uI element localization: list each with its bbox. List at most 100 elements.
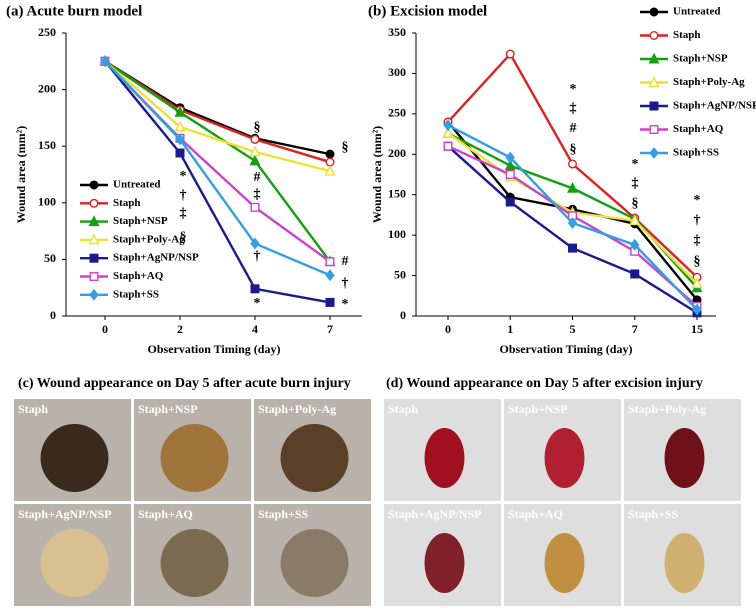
marker — [443, 141, 453, 151]
x-axis-title: Observation Timing (day) — [148, 342, 281, 356]
marker — [325, 269, 335, 282]
marker — [175, 148, 185, 158]
marker — [324, 164, 336, 176]
significance-mark: # — [342, 254, 349, 269]
marker — [175, 133, 185, 146]
x-tick-label: 1 — [507, 322, 513, 336]
significance-mark: § — [180, 230, 187, 245]
x-tick-label: 7 — [632, 322, 638, 336]
chart-title: (a) Acute burn model — [6, 3, 142, 19]
chart-title: (b) Excision model — [368, 3, 487, 19]
wound — [664, 428, 705, 488]
marker — [567, 181, 578, 193]
marker — [249, 154, 261, 166]
panel-title: (d) Wound appearance on Day 5 after exci… — [386, 376, 703, 391]
series-line — [104, 60, 331, 304]
legend-label: Staph+NSP — [673, 53, 728, 65]
marker — [567, 217, 578, 229]
wound — [280, 424, 349, 492]
wound — [544, 428, 585, 488]
y-tick-label: 250 — [38, 25, 56, 39]
marker — [250, 284, 260, 294]
legend-label: Staph+AgNP/NSP — [673, 100, 756, 112]
marker — [630, 269, 640, 279]
significance-mark: † — [254, 249, 261, 264]
marker — [325, 257, 335, 267]
y-tick-label: 150 — [38, 138, 56, 152]
legend-marker — [89, 288, 99, 301]
x-axis-title: Observation Timing (day) — [500, 342, 633, 356]
marker — [325, 149, 335, 159]
legend-marker — [649, 147, 659, 159]
x-tick-label: 2 — [177, 322, 183, 336]
significance-mark: * — [180, 169, 187, 184]
legend-marker — [89, 253, 99, 263]
significance-mark: § — [570, 142, 577, 157]
marker — [443, 119, 453, 132]
y-axis-title: Wound area (mm²) — [370, 126, 384, 223]
significance-mark: # — [570, 121, 577, 136]
photo-panel: (d) Wound appearance on Day 5 after exci… — [384, 376, 741, 606]
legend-label: Staph+Poly-Ag — [673, 76, 745, 88]
legend-marker — [648, 76, 660, 88]
marker — [250, 202, 260, 212]
significance-mark: # — [254, 170, 261, 185]
photo-label: Staph+Poly-Ag — [628, 402, 706, 416]
y-tick-label: 250 — [388, 106, 406, 120]
marker — [100, 55, 110, 68]
significance-mark: § — [694, 254, 701, 269]
legend-marker — [649, 124, 659, 134]
significance-mark: § — [632, 196, 639, 211]
marker — [505, 49, 515, 59]
significance-mark: ‡ — [632, 176, 639, 191]
photo-panel: (c) Wound appearance on Day 5 after acut… — [14, 376, 371, 606]
x-tick-label: 0 — [445, 322, 451, 336]
legend-label: Staph+AgNP/NSP — [113, 252, 199, 264]
wound — [424, 533, 465, 593]
legend-marker — [648, 52, 660, 64]
marker — [442, 126, 454, 138]
marker — [174, 120, 186, 132]
y-tick-label: 0 — [50, 308, 56, 322]
wound — [160, 424, 229, 492]
significance-mark: * — [632, 157, 639, 172]
marker — [325, 157, 335, 167]
legend-marker — [89, 180, 99, 190]
legend-label: Staph+SS — [673, 147, 719, 159]
y-tick-label: 50 — [44, 251, 56, 265]
y-tick-label: 200 — [388, 146, 406, 160]
x-tick-label: 15 — [691, 322, 703, 336]
wound — [424, 428, 465, 488]
significance-mark: ‡ — [570, 101, 577, 116]
marker — [250, 134, 260, 144]
series-line — [447, 145, 698, 314]
series-line — [104, 60, 331, 263]
legend-label: Staph+SS — [113, 288, 159, 300]
photo-label: Staph+Poly-Ag — [258, 402, 336, 416]
y-tick-label: 300 — [388, 65, 406, 79]
legend-label: Staph+AQ — [673, 123, 724, 135]
y-tick-label: 100 — [38, 195, 56, 209]
marker — [568, 243, 578, 253]
marker — [505, 169, 515, 179]
legend-marker — [649, 31, 659, 41]
legend-label: Staph+NSP — [113, 215, 168, 227]
marker — [691, 277, 703, 289]
chart: (a) Acute burn model 0 50 100 150 200 250 0 2 4 7 O… — [6, 3, 362, 356]
series-line — [104, 60, 331, 173]
panel-title: (c) Wound appearance on Day 5 after acut… — [18, 376, 351, 391]
marker — [174, 105, 186, 117]
photo-label: Staph+NSP — [138, 402, 198, 416]
significance-mark: * — [254, 296, 261, 311]
y-tick-label: 350 — [388, 25, 406, 39]
photo-label: Staph+AQ — [508, 507, 563, 521]
photo-label: Staph+AQ — [138, 507, 193, 521]
marker — [692, 303, 702, 316]
marker — [505, 151, 515, 164]
legend-marker — [88, 215, 100, 227]
photo-label: Staph+AgNP/NSP — [388, 507, 482, 521]
y-tick-label: 150 — [388, 186, 406, 200]
x-tick-label: 0 — [102, 322, 108, 336]
significance-mark: ‡ — [254, 187, 261, 202]
wound — [160, 529, 229, 597]
